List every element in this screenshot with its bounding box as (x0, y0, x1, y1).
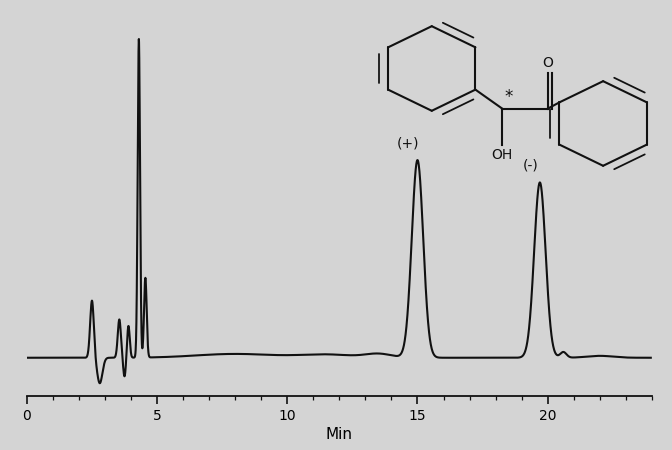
Text: OH: OH (492, 148, 513, 162)
Text: (+): (+) (397, 136, 419, 150)
Text: *: * (505, 87, 513, 105)
Text: (-): (-) (523, 159, 539, 173)
Text: O: O (542, 55, 553, 70)
X-axis label: Min: Min (326, 428, 353, 442)
